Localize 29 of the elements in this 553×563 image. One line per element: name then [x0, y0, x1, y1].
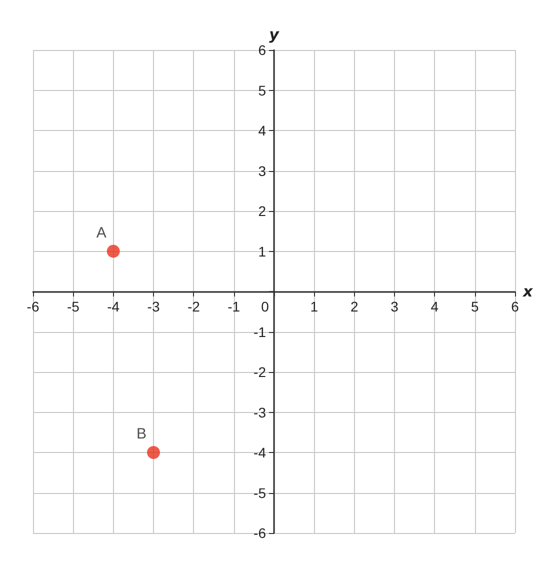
x-tick-label: 1 [310, 298, 318, 314]
x-tick-label: 2 [350, 298, 358, 314]
x-tick-label: -4 [107, 298, 120, 314]
x-tick-label: -1 [228, 298, 240, 314]
y-tick-label: 1 [258, 243, 266, 260]
y-tick-label: -6 [254, 525, 266, 541]
y-tick-label: 5 [258, 82, 266, 98]
x-tick-label: 6 [511, 298, 520, 314]
y-tick-label: -5 [254, 484, 266, 501]
y-tick-label: -4 [254, 444, 266, 460]
y-tick-label: -2 [254, 364, 266, 380]
x-tick-label: 0 [261, 298, 270, 314]
x-tick-label: -2 [187, 298, 200, 314]
x-axis-title: x [522, 282, 534, 300]
y-axis-title: y [269, 26, 280, 44]
x-tick-label: 5 [470, 298, 479, 314]
y-tick-label: 4 [258, 122, 266, 138]
y-tick-label: 3 [258, 162, 266, 179]
y-tick-label: 6 [258, 42, 266, 58]
x-tick-label: -6 [26, 298, 40, 314]
y-tick-label: -3 [254, 404, 266, 420]
annotation: A [96, 224, 106, 242]
y-tick-label: -1 [254, 324, 266, 340]
annotation: B [136, 426, 147, 442]
x-tick-label: -3 [147, 298, 160, 314]
x-tick-label: 3 [390, 298, 399, 314]
y-tick-label: 2 [258, 203, 266, 219]
x-tick-label: 4 [430, 298, 439, 314]
x-tick-label: -5 [66, 298, 80, 314]
